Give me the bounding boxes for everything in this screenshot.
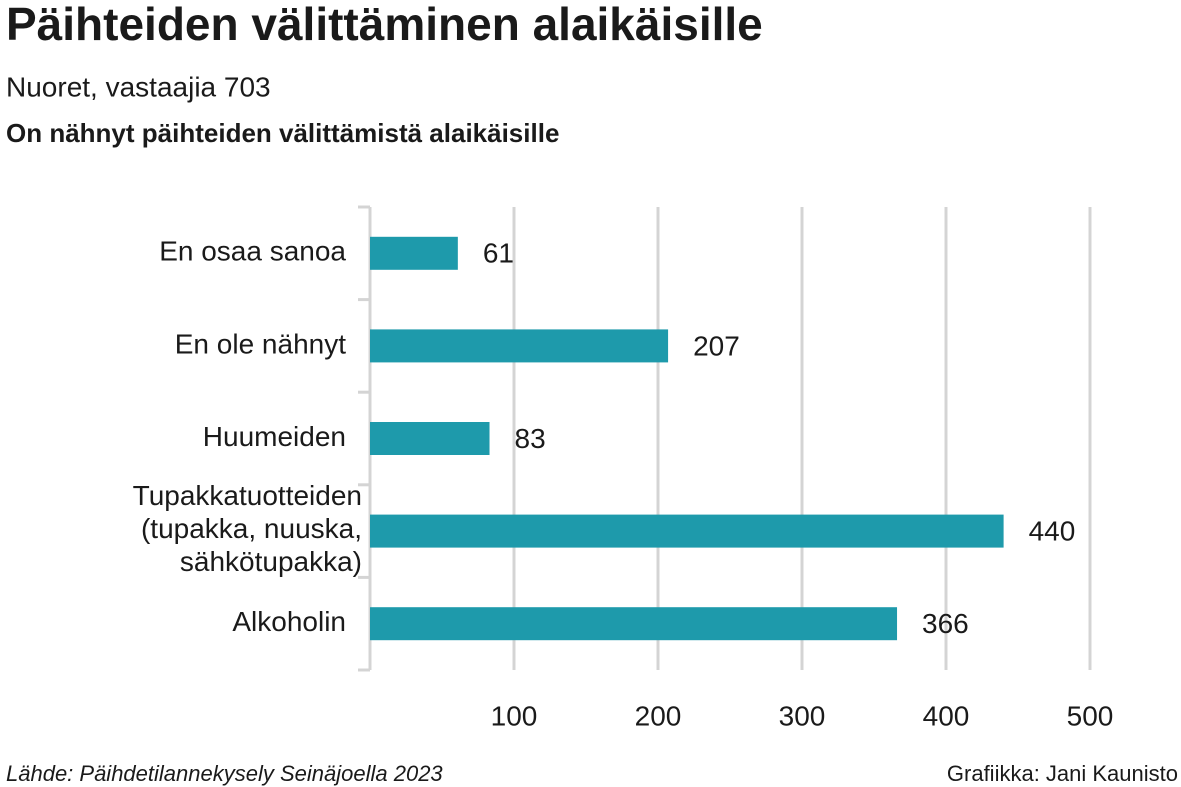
bar — [370, 514, 1004, 548]
source: Lähde: Päihdetilannekysely Seinäjoella 2… — [6, 761, 443, 786]
bar — [370, 329, 669, 363]
y-tick-label-line: sähkötupakka) — [180, 546, 362, 577]
bar — [370, 422, 490, 455]
value-label: 61 — [483, 238, 514, 269]
x-tick-label: 100 — [491, 700, 538, 731]
y-tick-label: En osaa sanoa — [159, 236, 346, 267]
y-tick-label-line: (tupakka, nuuska, — [141, 513, 362, 544]
x-tick-label: 300 — [779, 700, 826, 731]
value-label: 83 — [515, 423, 546, 454]
y-tick-label: En ole nähnyt — [175, 328, 346, 359]
x-tick-label: 200 — [635, 700, 682, 731]
y-tick-label: Alkoholin — [232, 606, 346, 637]
chart-subtitle: Nuoret, vastaajia 703 — [6, 71, 271, 102]
chart-heading: On nähnyt päihteiden välittämistä alaikä… — [6, 118, 559, 148]
value-label: 207 — [693, 330, 740, 361]
y-tick-label-line: Tupakkatuotteiden — [133, 480, 362, 511]
value-label: 366 — [922, 608, 969, 639]
x-tick-label: 400 — [923, 700, 970, 731]
chart-title: Päihteiden välittäminen alaikäisille — [6, 0, 763, 50]
x-tick-label: 500 — [1067, 700, 1114, 731]
bar — [370, 607, 898, 641]
bar — [370, 236, 458, 270]
y-tick-label: Huumeiden — [203, 421, 346, 452]
y-tick-label: Tupakkatuotteiden (tupakka, nuuska, sähköt… — [133, 480, 362, 577]
credit: Grafiikka: Jani Kaunisto — [947, 761, 1178, 786]
value-label: 440 — [1029, 515, 1076, 546]
